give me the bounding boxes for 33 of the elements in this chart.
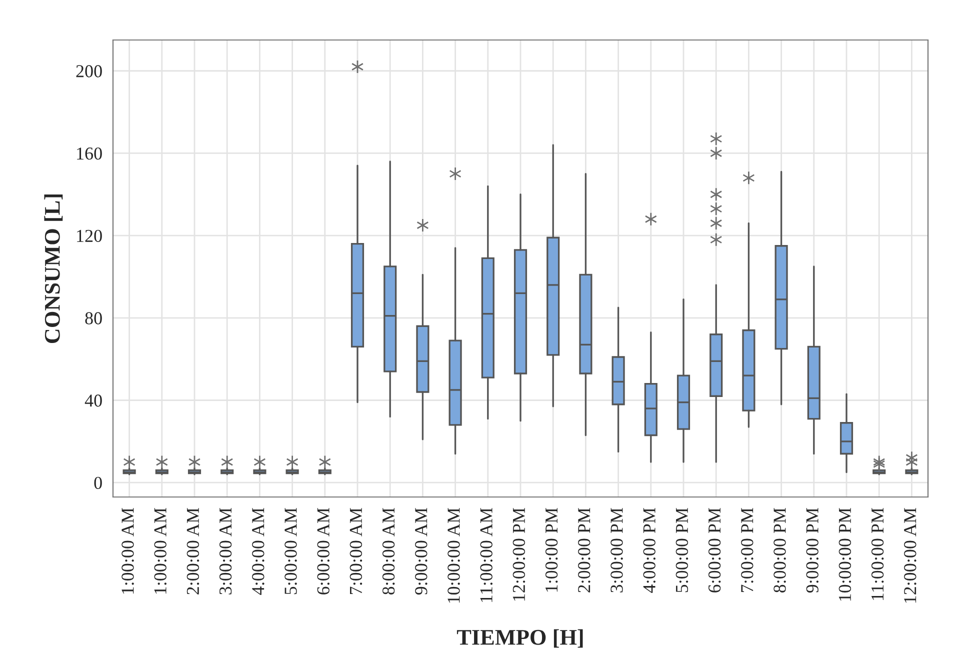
x-tick-label: 12:00:00 AM xyxy=(904,508,916,603)
x-tick-label: 8:00:00 PM xyxy=(774,508,786,593)
y-tick-label: 120 xyxy=(77,230,102,242)
y-tick-label: 80 xyxy=(85,312,102,324)
x-tick-label: 8:00:00 AM xyxy=(382,508,395,595)
x-tick-label: 1:00:00 AM xyxy=(154,508,166,594)
x-tick-label: 6:00:00 AM xyxy=(317,508,330,594)
y-tick-label: 200 xyxy=(76,65,102,78)
x-tick-label: 1:00:00 PM xyxy=(545,508,558,592)
x-tick-label: 9:00:00 PM xyxy=(806,508,818,593)
x-tick-label: 4:00:00 PM xyxy=(643,508,656,593)
y-tick-label: 0 xyxy=(94,476,102,490)
x-tick-label: 6:00:00 PM xyxy=(708,508,721,592)
x-axis-title: TIEMPO [H] xyxy=(456,629,583,648)
x-tick-label: 3:00:00 PM xyxy=(610,508,623,592)
x-tick-label: 12:00:00 PM xyxy=(512,508,526,601)
x-tick-label: 7:00:00 AM xyxy=(350,508,362,594)
x-tick-label: 11:00:00 PM xyxy=(871,508,884,600)
x-tick-label: 4:00:00 AM xyxy=(252,508,264,595)
x-tick-label: 11:00:00 AM xyxy=(480,508,492,602)
x-tick-label: 10:00:00 PM xyxy=(838,508,852,601)
y-axis-title: CONSUMO [L] xyxy=(44,194,63,344)
x-tick-label: 7:00:00 PM xyxy=(741,508,754,592)
x-tick-label: 5:00:00 PM xyxy=(676,508,688,592)
x-tick-label: 9:00:00 AM xyxy=(415,508,428,595)
x-tick-label: 1:00:00 AM xyxy=(122,508,134,594)
y-tick-label: 160 xyxy=(77,147,102,160)
y-tick-label: 40 xyxy=(84,394,102,407)
x-tick-label: 2:00:00 AM xyxy=(186,508,200,594)
x-tick-label: 5:00:00 AM xyxy=(284,508,297,594)
x-tick-label: 2:00:00 PM xyxy=(578,508,590,592)
x-tick-label: 3:00:00 AM xyxy=(219,508,232,594)
x-tick-label: 10:00:00 AM xyxy=(448,508,460,603)
